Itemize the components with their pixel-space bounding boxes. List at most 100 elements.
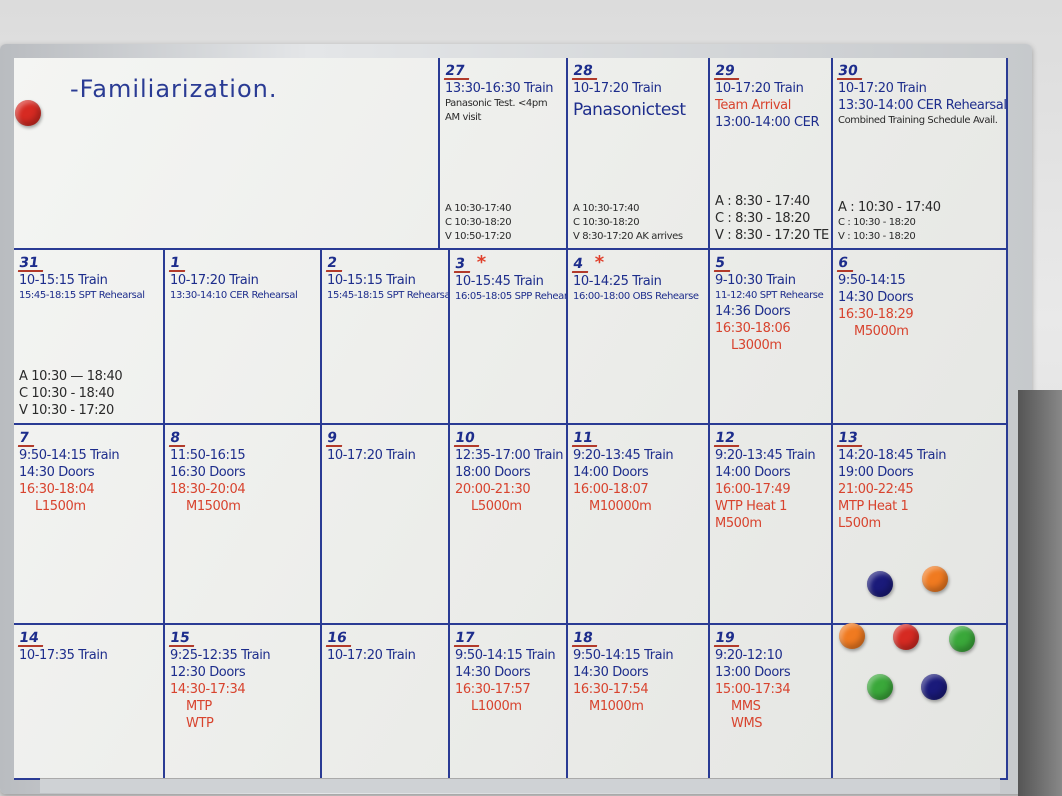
schedule-entry: 14:30 Doors xyxy=(455,665,531,680)
schedule-entry: A 10:30-17:40 xyxy=(445,203,512,214)
schedule-entry: 9:50-14:15 Train xyxy=(19,448,120,463)
magnet[interactable] xyxy=(15,100,41,126)
schedule-entry: L1500m xyxy=(35,499,86,514)
day-number: 8 xyxy=(168,430,187,447)
day-number: 19 xyxy=(713,630,742,647)
schedule-entry: 16:00-18:07 xyxy=(573,482,649,497)
schedule-entry: 14:30 Doors xyxy=(19,465,95,480)
calendar-day-cell: 28 10-17:20 Train Panasonictest A 10:30-17:… xyxy=(568,58,710,250)
schedule-entry: 16:00-18:00 OBS Rehearse xyxy=(573,291,699,302)
schedule-entry: A 10:30-17:40 xyxy=(573,203,640,214)
day-number: 3 xyxy=(453,256,472,273)
schedule-entry: L3000m xyxy=(731,338,782,353)
schedule-entry: Team Arrival xyxy=(715,98,791,113)
calendar-day-cell: 13 14:20-18:45 Train 19:00 Doors 21:00-22:4… xyxy=(833,425,1008,625)
staff-hours: A : 8:30 - 17:40 C : 8:30 - 18:20 V : 8:30… xyxy=(715,193,829,244)
calendar-day-cell: 10 12:35-17:00 Train 18:00 Doors 20:00-21:3… xyxy=(450,425,568,625)
schedule-entry: 10-17:20 Train xyxy=(327,648,416,663)
day-number: 5 xyxy=(713,255,732,272)
schedule-entry: A : 8:30 - 17:40 xyxy=(715,194,810,209)
schedule-entry: WMS xyxy=(731,716,763,731)
schedule-entry: A 10:30 — 18:40 xyxy=(19,369,123,384)
schedule-entry: 10-17:20 Train xyxy=(327,448,416,463)
board-title: -Familiarization. xyxy=(70,75,278,103)
calendar-day-cell: 12 9:20-13:45 Train 14:00 Doors 16:00-17:49… xyxy=(710,425,833,625)
magnet[interactable] xyxy=(921,674,947,700)
schedule-entry: WTP Heat 1 xyxy=(715,499,788,514)
calendar-day-cell: 8 11:50-16:15 16:30 Doors 18:30-20:04 M1500m xyxy=(165,425,322,625)
day-number: 13 xyxy=(836,430,865,447)
day-number: 12 xyxy=(713,430,742,447)
schedule-entry: C 10:30-18:20 xyxy=(573,217,640,228)
schedule-entry: 10-17:35 Train xyxy=(19,648,108,663)
schedule-entry: L5000m xyxy=(471,499,522,514)
calendar-day-cell: 18 9:50-14:15 Train 14:30 Doors 16:30-17:54… xyxy=(568,625,710,780)
schedule-entry: 9:20-12:10 xyxy=(715,648,783,663)
whiteboard-stand xyxy=(1018,390,1062,796)
magnet[interactable] xyxy=(893,624,919,650)
day-number: 2 xyxy=(325,255,344,272)
schedule-entry: 18:00 Doors xyxy=(455,465,531,480)
schedule-entry: 15:45-18:15 SPT Rehearsal xyxy=(19,290,145,301)
schedule-entry: 13:30-14:10 CER Rehearsal xyxy=(170,290,298,301)
schedule-entry: 13:00 Doors xyxy=(715,665,791,680)
schedule-entry: 10-15:45 Train xyxy=(455,274,544,289)
calendar-day-cell: 9 10-17:20 Train xyxy=(322,425,450,625)
schedule-entry: 16:30-18:06 xyxy=(715,321,791,336)
schedule-entry: 13:30-16:30 Train xyxy=(445,81,554,96)
schedule-entry: WTP xyxy=(186,716,214,731)
day-number: 18 xyxy=(571,630,600,647)
schedule-entry: V 8:30-17:20 AK arrives xyxy=(573,231,683,242)
schedule-entry: 9:20-13:45 Train xyxy=(715,448,816,463)
schedule-entry: 16:30 Doors xyxy=(170,465,246,480)
schedule-entry: M500m xyxy=(715,516,762,531)
calendar-day-cell: 6 9:50-14:15 14:30 Doors 16:30-18:29 M5000m xyxy=(833,250,1008,425)
calendar-day-cell: 15 9:25-12:35 Train 12:30 Doors 14:30-17:34… xyxy=(165,625,322,780)
schedule-entry: 9:50-14:15 Train xyxy=(455,648,556,663)
day-number: 6 xyxy=(836,255,855,272)
day-number: 16 xyxy=(325,630,354,647)
schedule-entry: MTP xyxy=(186,699,212,714)
schedule-entry: Panasonictest xyxy=(573,100,686,120)
calendar-day-cell: 3 * 10-15:45 Train 16:05-18:05 SPP Rehearsa… xyxy=(450,250,568,425)
schedule-entry: AM visit xyxy=(445,112,482,123)
schedule-entry: V 10:50-17:20 xyxy=(445,231,512,242)
schedule-entry: 14:30-17:34 xyxy=(170,682,246,697)
staff-hours: A 10:30 — 18:40 C 10:30 - 18:40 V 10:30 - … xyxy=(19,368,123,419)
calendar-day-cell: 16 10-17:20 Train xyxy=(322,625,450,780)
magnet[interactable] xyxy=(949,626,975,652)
schedule-entry: 9:50-14:15 xyxy=(838,273,906,288)
schedule-entry: 16:30-17:54 xyxy=(573,682,649,697)
day-number: 1 xyxy=(168,255,187,272)
magnet[interactable] xyxy=(922,566,948,592)
schedule-entry: 10-14:25 Train xyxy=(573,274,662,289)
calendar-day-cell: 2 10-15:15 Train 15:45-18:15 SPT Rehearsal xyxy=(322,250,450,425)
calendar-day-cell: 1 10-17:20 Train 13:30-14:10 CER Rehearsal xyxy=(165,250,322,425)
schedule-entry: 11:50-16:15 xyxy=(170,448,246,463)
staff-hours: A 10:30-17:40 C 10:30-18:20 V 8:30-17:20 A… xyxy=(573,202,683,244)
schedule-entry: 16:30-17:57 xyxy=(455,682,531,697)
magnet[interactable] xyxy=(867,674,893,700)
schedule-entry: 13:00-14:00 CER xyxy=(715,115,820,130)
schedule-entry: Panasonic Test. <4pm xyxy=(445,98,548,109)
schedule-entry: 14:30 Doors xyxy=(838,290,914,305)
schedule-entry: 16:00-17:49 xyxy=(715,482,791,497)
schedule-entry: M10000m xyxy=(589,499,652,514)
schedule-entry: C 10:30 - 18:40 xyxy=(19,386,115,401)
schedule-entry: 15:00-17:34 xyxy=(715,682,791,697)
schedule-entry: V : 8:30 - 17:20 TE xyxy=(715,228,829,243)
magnet[interactable] xyxy=(867,571,893,597)
schedule-entry: 12:30 Doors xyxy=(170,665,246,680)
magnet[interactable] xyxy=(839,623,865,649)
schedule-entry: 14:00 Doors xyxy=(715,465,791,480)
calendar-day-cell xyxy=(833,625,1008,780)
day-number: 15 xyxy=(168,630,197,647)
schedule-entry: V : 10:30 - 18:20 xyxy=(838,231,916,242)
schedule-entry: 19:00 Doors xyxy=(838,465,914,480)
whiteboard: 27 13:30-16:30 Train Panasonic Test. <4pm A… xyxy=(14,58,1008,780)
schedule-entry: 16:30-18:29 xyxy=(838,307,914,322)
schedule-entry: L500m xyxy=(838,516,881,531)
marker-tray xyxy=(40,778,1000,793)
schedule-entry: A : 10:30 - 17:40 xyxy=(838,200,941,215)
calendar-day-cell: 5 9-10:30 Train 11-12:40 SPT Rehearse 14:36… xyxy=(710,250,833,425)
